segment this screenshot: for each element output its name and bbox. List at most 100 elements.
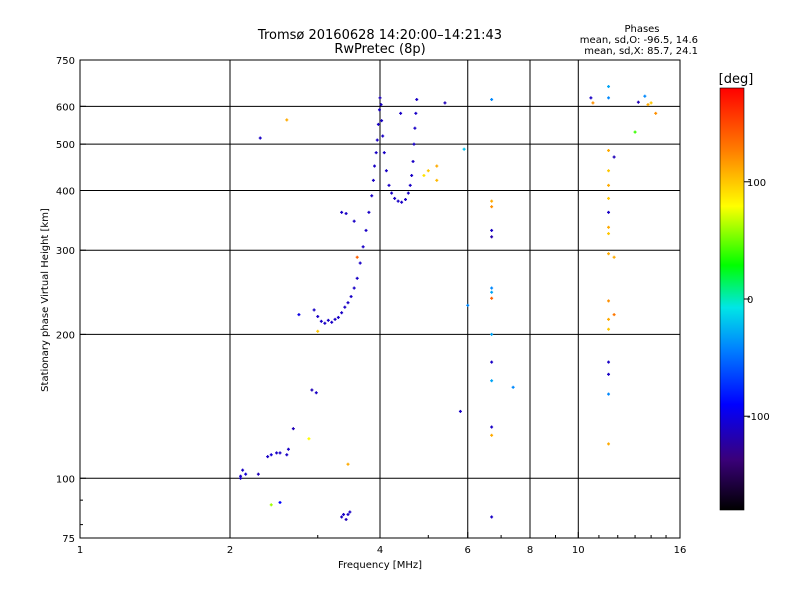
data-point <box>435 164 439 168</box>
data-point <box>399 111 403 115</box>
chart-title-line1: Tromsø 20160628 14:20:00–14:21:43 <box>257 28 502 43</box>
data-point <box>607 210 611 214</box>
x-tick-label: 1 <box>77 545 83 556</box>
data-point <box>297 313 301 317</box>
y-axis-label: Stationary phase Virtual Height [km] <box>40 208 51 392</box>
data-point <box>269 503 273 507</box>
data-point <box>376 122 380 126</box>
data-point <box>607 372 611 376</box>
data-point <box>326 318 330 322</box>
data-point <box>607 392 611 396</box>
data-point <box>361 245 365 249</box>
data-point <box>607 183 611 187</box>
data-point <box>307 437 311 441</box>
data-point <box>490 332 494 336</box>
y-tick-label: 200 <box>56 330 75 341</box>
y-tick-label: 75 <box>62 534 75 545</box>
colorbar-tick-label: -100 <box>747 412 770 423</box>
phases-o-stats: mean, sd,O: -96.5, 14.6 <box>580 35 698 46</box>
data-point <box>435 178 439 182</box>
data-point <box>256 472 260 476</box>
data-point <box>244 472 248 476</box>
data-point <box>379 103 383 107</box>
data-point <box>643 94 647 98</box>
data-point <box>266 455 270 459</box>
data-point <box>285 453 289 457</box>
data-point <box>377 108 381 112</box>
x-axis-ticks: 1 2 4 6 8 10 16 <box>77 532 687 556</box>
data-point <box>607 299 611 303</box>
data-point <box>381 134 385 138</box>
data-points <box>239 85 658 521</box>
data-point <box>258 136 262 140</box>
data-point <box>490 286 494 290</box>
colorbar <box>719 87 745 511</box>
data-point <box>607 85 611 89</box>
data-point <box>384 169 388 173</box>
data-point <box>607 96 611 100</box>
x-tick-label: 6 <box>465 545 471 556</box>
data-point <box>373 164 377 168</box>
data-point <box>367 210 371 214</box>
data-point <box>374 151 378 155</box>
data-point <box>390 191 394 195</box>
data-point <box>348 510 352 514</box>
data-point <box>607 232 611 236</box>
colorbar-tick-label: 0 <box>747 295 753 306</box>
x-axis-label: Frequency [MHz] <box>338 560 422 571</box>
data-point <box>458 409 462 413</box>
x-tick-label: 4 <box>377 545 383 556</box>
data-point <box>607 317 611 321</box>
y-tick-label: 500 <box>56 140 75 151</box>
data-point <box>312 308 316 312</box>
data-point <box>316 314 320 318</box>
data-point <box>654 111 658 115</box>
data-point <box>393 196 397 200</box>
data-point <box>278 451 282 455</box>
y-axis-ticks: 75 100 200 300 400 500 600 750 <box>56 56 86 545</box>
y-tick-label: 600 <box>56 102 75 113</box>
data-point <box>607 252 611 256</box>
chart-title-line2: RwPretec (8p) <box>334 42 425 57</box>
data-point <box>490 290 494 294</box>
data-point <box>330 320 334 324</box>
data-point <box>344 517 348 521</box>
data-point <box>314 391 318 395</box>
data-point <box>333 317 337 321</box>
data-point <box>269 453 273 457</box>
data-point <box>375 138 379 142</box>
data-point <box>415 98 419 102</box>
data-point <box>364 228 368 232</box>
data-point <box>406 191 410 195</box>
data-point <box>346 512 350 516</box>
x-tick-label: 16 <box>674 545 687 556</box>
data-point <box>490 296 494 300</box>
data-point <box>612 255 616 259</box>
data-point <box>511 385 515 389</box>
data-point <box>612 155 616 159</box>
data-point <box>310 388 314 392</box>
colorbar-unit-label: [deg] <box>719 72 754 87</box>
data-point <box>355 255 359 259</box>
colorbar-tick-label: 100 <box>747 178 766 189</box>
x-tick-label: 2 <box>227 545 233 556</box>
data-point <box>589 96 593 100</box>
data-point <box>649 101 653 105</box>
grid-lines <box>80 60 680 538</box>
data-point <box>346 301 350 305</box>
data-point <box>352 286 356 290</box>
data-point <box>490 515 494 519</box>
data-point <box>340 210 344 214</box>
data-point <box>336 315 340 319</box>
y-tick-label: 750 <box>56 56 75 67</box>
data-point <box>410 173 414 177</box>
x-tick-label: 8 <box>527 545 533 556</box>
data-point <box>408 183 412 187</box>
data-point <box>646 103 650 107</box>
data-point <box>378 96 382 100</box>
data-point <box>355 276 359 280</box>
data-point <box>411 159 415 163</box>
data-point <box>591 101 595 105</box>
data-point <box>607 225 611 229</box>
